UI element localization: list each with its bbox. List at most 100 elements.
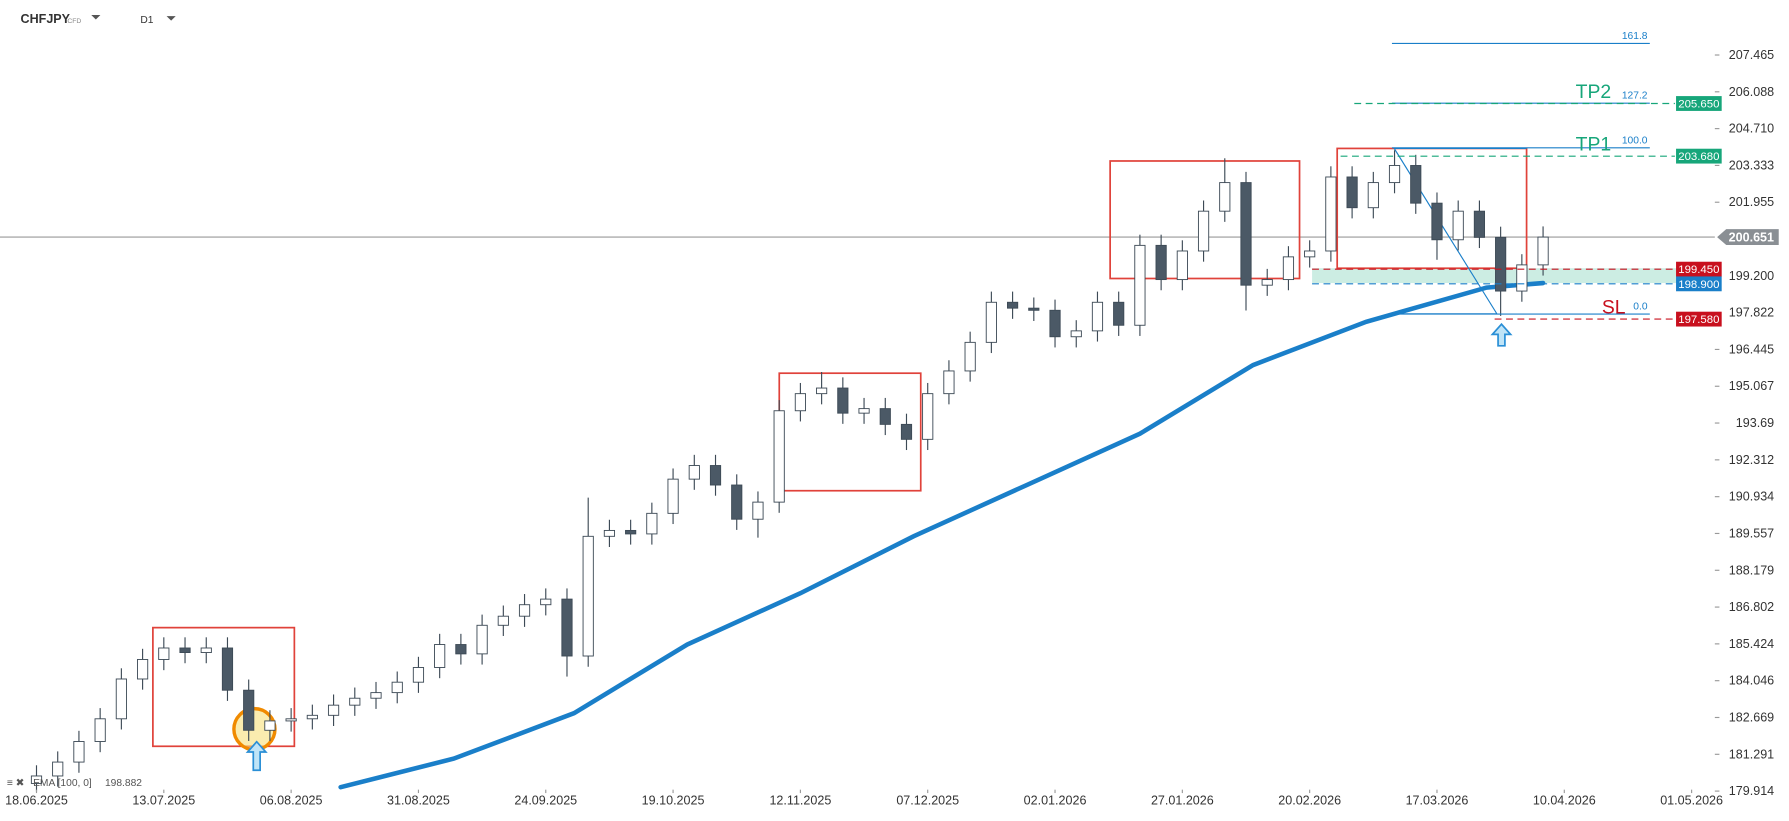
- y-tick-label: 179.914: [1729, 784, 1774, 798]
- candle-body: [327, 704, 340, 716]
- x-tick-label: 02.01.2026: [1024, 793, 1087, 807]
- candle-body: [1006, 301, 1019, 309]
- ema-legend-icon: ≡ ✖: [7, 778, 24, 789]
- candle-body: [1325, 176, 1337, 252]
- candle-body: [561, 598, 573, 657]
- candle-body: [731, 484, 743, 520]
- candle-body: [1261, 279, 1273, 286]
- candle-body: [879, 408, 891, 425]
- candle-body: [985, 301, 997, 343]
- candle-body: [922, 393, 934, 440]
- candle-body: [625, 529, 637, 535]
- candle-body: [1495, 236, 1507, 292]
- x-tick-label: 12.11.2025: [769, 793, 831, 807]
- level-badge: [1676, 96, 1722, 111]
- y-tick-label: 181.291: [1729, 747, 1774, 761]
- candle-body: [285, 718, 297, 722]
- y-tick-label: 186.802: [1729, 600, 1774, 614]
- current-price-label: 200.651: [1729, 231, 1774, 245]
- candle-body: [306, 714, 318, 720]
- candle-body: [1473, 210, 1486, 238]
- candle-body: [1388, 165, 1401, 184]
- candle-body: [858, 408, 870, 414]
- candle-body: [1304, 250, 1316, 258]
- candle-body: [476, 624, 488, 655]
- fib-level-label: 161.8: [1622, 31, 1648, 42]
- candle-body: [1049, 309, 1061, 338]
- y-tick-label: 192.312: [1729, 453, 1774, 467]
- dropdown-arrow[interactable]: [166, 16, 176, 21]
- x-tick-label: 07.12.2025: [896, 793, 959, 807]
- arrow: [245, 740, 268, 772]
- x-tick-label: 01.05.2026: [1660, 793, 1723, 807]
- candle-body: [582, 535, 594, 657]
- candle-body: [264, 720, 276, 731]
- candle-body: [752, 501, 764, 520]
- x-tick-label: 24.09.2025: [514, 793, 577, 807]
- candle-body: [94, 718, 106, 742]
- y-tick-label: 197.822: [1729, 306, 1774, 320]
- ema-line: [338, 280, 1546, 790]
- y-tick-label: 207.465: [1729, 48, 1774, 62]
- y-tick-label: 204.710: [1729, 122, 1774, 136]
- x-tick-label: 31.08.2025: [387, 793, 450, 807]
- candle-body: [52, 761, 64, 777]
- candle-body: [179, 647, 191, 653]
- symbol[interactable]: CHFJPY: [21, 12, 71, 26]
- candle-body: [115, 678, 127, 720]
- dropdown-arrow[interactable]: [91, 14, 101, 20]
- candle-body: [1537, 236, 1549, 266]
- range-box: [1109, 160, 1301, 280]
- level-name: TP2: [1576, 81, 1612, 103]
- candle-body: [1410, 165, 1422, 204]
- candle-body: [1346, 176, 1358, 209]
- y-tick-label: 184.046: [1729, 674, 1774, 688]
- level-price-label: 198.900: [1678, 279, 1719, 291]
- ema-legend-value: 198.882: [105, 778, 142, 789]
- candle-body: [943, 370, 955, 395]
- candle-body: [1516, 264, 1528, 292]
- y-tick-label: 193.69: [1736, 416, 1774, 430]
- level-name: SL: [1602, 296, 1626, 318]
- candle-body: [1282, 256, 1295, 281]
- candle-body: [1197, 210, 1210, 252]
- candle-body: [434, 644, 446, 668]
- candle-body: [1219, 182, 1231, 212]
- candle-body: [412, 667, 425, 683]
- arrow-up: [245, 322, 1513, 772]
- y-tick-label: 188.179: [1729, 563, 1774, 577]
- x-tick-label: 13.07.2025: [132, 793, 195, 807]
- candle-body: [370, 692, 382, 699]
- fib-level-label: 127.2: [1622, 91, 1648, 102]
- candle-body: [688, 465, 700, 480]
- candle-body: [137, 659, 149, 680]
- level-name: TP1: [1576, 133, 1612, 155]
- level-price-label: 199.450: [1678, 264, 1719, 276]
- candle-body: [646, 512, 658, 535]
- candle-body: [1240, 182, 1252, 286]
- level-price-label: 197.580: [1678, 314, 1719, 326]
- y-tick-label: 185.424: [1729, 637, 1774, 651]
- candle-body: [200, 647, 212, 653]
- candle-body: [158, 647, 170, 660]
- candle-body: [964, 341, 976, 372]
- candle-body: [1134, 244, 1146, 326]
- candle-body: [243, 689, 255, 731]
- level-price-label: 205.650: [1678, 99, 1719, 111]
- current-price-badge: [1717, 229, 1779, 246]
- level-badge: [1676, 261, 1722, 277]
- candle-body: [1431, 202, 1443, 241]
- candle-body: [1091, 301, 1104, 332]
- x-tick-label: 27.01.2026: [1151, 793, 1214, 807]
- candle-body: [773, 410, 785, 503]
- candle-body: [900, 423, 913, 440]
- candle-body: [1028, 307, 1040, 311]
- candle-body: [455, 644, 467, 655]
- timeframe[interactable]: D1: [140, 15, 153, 26]
- candle-body: [73, 741, 85, 763]
- arrow: [1490, 322, 1513, 347]
- candle-body: [1452, 210, 1464, 241]
